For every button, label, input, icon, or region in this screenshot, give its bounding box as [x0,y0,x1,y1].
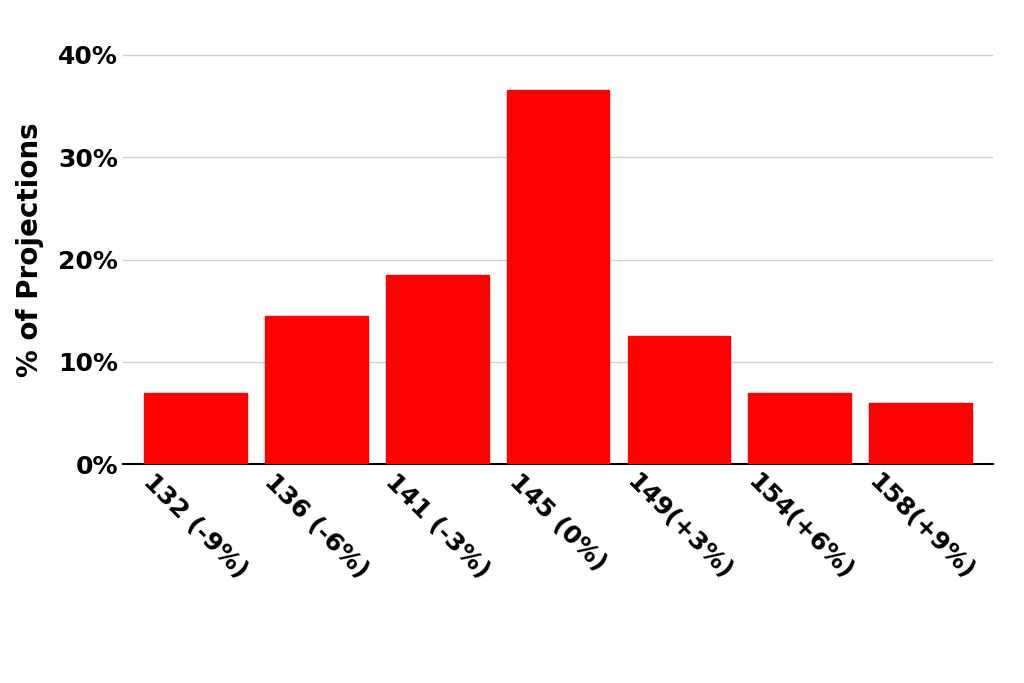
Bar [628,336,730,464]
Bar [749,393,851,464]
Bar [869,403,972,464]
Bar [144,393,247,464]
Bar [265,316,368,464]
Bar [507,90,609,464]
Y-axis label: % of Projections: % of Projections [16,122,44,376]
Bar [386,275,488,464]
